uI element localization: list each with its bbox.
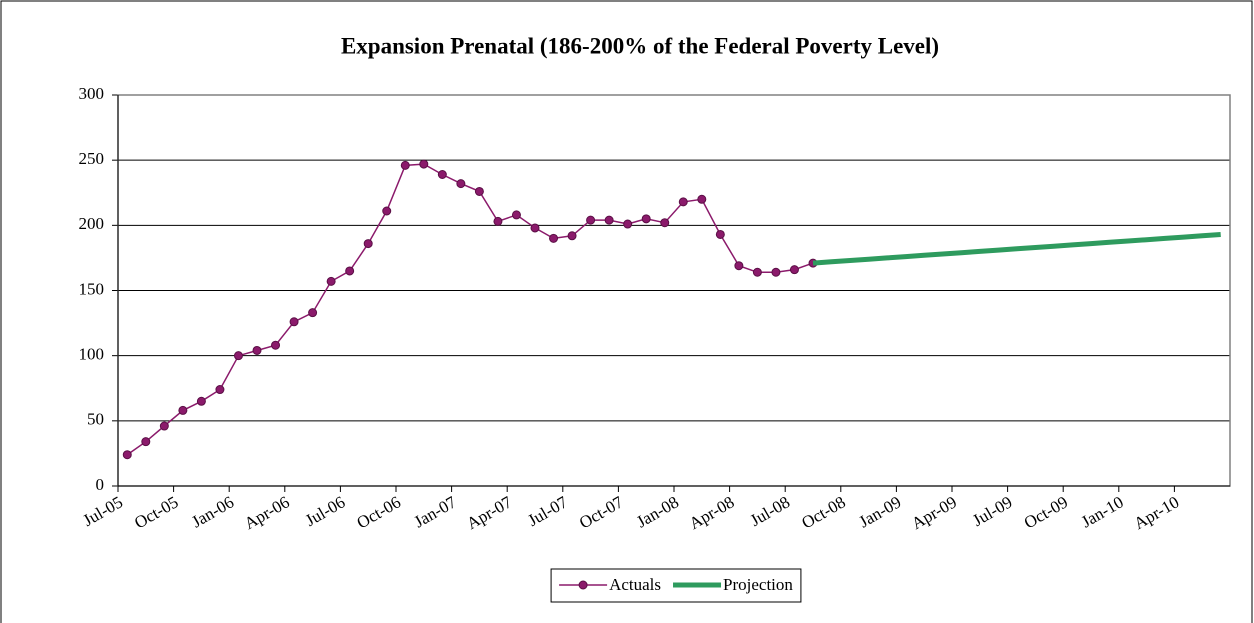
x-tick-label: Jul-07 — [524, 492, 571, 530]
legend: Actuals Projection — [550, 568, 802, 603]
legend-marker — [578, 580, 588, 590]
data-point — [178, 405, 188, 415]
y-tick-label: 0 — [96, 475, 105, 494]
data-point — [345, 266, 355, 276]
y-tick-label: 250 — [79, 149, 105, 168]
x-tick-label: Jan-08 — [633, 492, 682, 531]
data-point — [289, 317, 299, 327]
data-point — [159, 421, 169, 431]
x-tick-label: Jul-08 — [747, 492, 793, 530]
series-line — [812, 232, 1221, 266]
x-tick-label: Oct-09 — [1021, 492, 1071, 532]
y-tick-label: 100 — [79, 345, 105, 364]
y-tick-label: 150 — [79, 279, 105, 298]
data-point — [530, 223, 540, 233]
data-point — [456, 179, 466, 189]
data-point — [215, 385, 225, 395]
x-tick-label: Apr-10 — [1131, 492, 1183, 533]
y-tick-label: 300 — [79, 84, 105, 103]
data-point — [511, 210, 521, 220]
data-point — [567, 231, 577, 241]
x-tick-label: Oct-07 — [576, 492, 627, 532]
data-point — [196, 396, 206, 406]
data-point — [604, 215, 614, 225]
x-tick-label: Oct-06 — [354, 492, 404, 532]
data-point — [141, 437, 151, 447]
x-tick-label: Apr-06 — [241, 492, 293, 533]
data-point — [715, 229, 725, 239]
data-point — [771, 267, 781, 277]
x-tick-label: Apr-07 — [463, 492, 515, 533]
data-point — [660, 218, 670, 228]
data-point — [271, 340, 281, 350]
data-point — [363, 239, 373, 249]
data-point — [382, 206, 392, 216]
chart-title: Expansion Prenatal (186-200% of the Fede… — [341, 33, 939, 58]
x-tick-label: Jan-10 — [1078, 492, 1127, 531]
data-point — [789, 265, 799, 275]
x-tick-label: Oct-08 — [798, 492, 848, 532]
x-tick-label: Jan-09 — [856, 492, 905, 531]
x-tick-label: Jul-09 — [969, 492, 1015, 530]
legend-label: Actuals — [609, 575, 661, 594]
data-point — [122, 450, 132, 460]
data-point — [400, 160, 410, 170]
x-tick-label: Jan-06 — [188, 492, 237, 531]
data-point — [549, 233, 559, 243]
data-point — [734, 261, 744, 271]
data-point — [697, 194, 707, 204]
x-tick-label: Apr-09 — [908, 492, 960, 533]
data-point — [437, 170, 447, 180]
y-tick-label: 50 — [87, 410, 104, 429]
x-tick-label: Jan-07 — [411, 492, 460, 531]
data-point — [326, 276, 336, 286]
data-point — [233, 351, 243, 361]
legend-label: Projection — [723, 575, 793, 594]
data-point — [308, 308, 318, 318]
data-point — [493, 216, 503, 226]
x-tick-label: Apr-08 — [686, 492, 738, 533]
data-point — [623, 219, 633, 229]
series-line — [126, 163, 814, 456]
data-point — [678, 197, 688, 207]
data-point — [641, 214, 651, 224]
x-tick-label: Jul-06 — [302, 492, 348, 530]
data-point — [586, 215, 596, 225]
y-tick-label: 200 — [79, 214, 105, 233]
x-tick-label: Oct-05 — [131, 492, 181, 532]
data-point — [419, 159, 429, 169]
data-point — [252, 345, 262, 355]
x-tick-label: Jul-05 — [80, 492, 126, 530]
data-point — [752, 267, 762, 277]
data-point — [474, 186, 484, 196]
